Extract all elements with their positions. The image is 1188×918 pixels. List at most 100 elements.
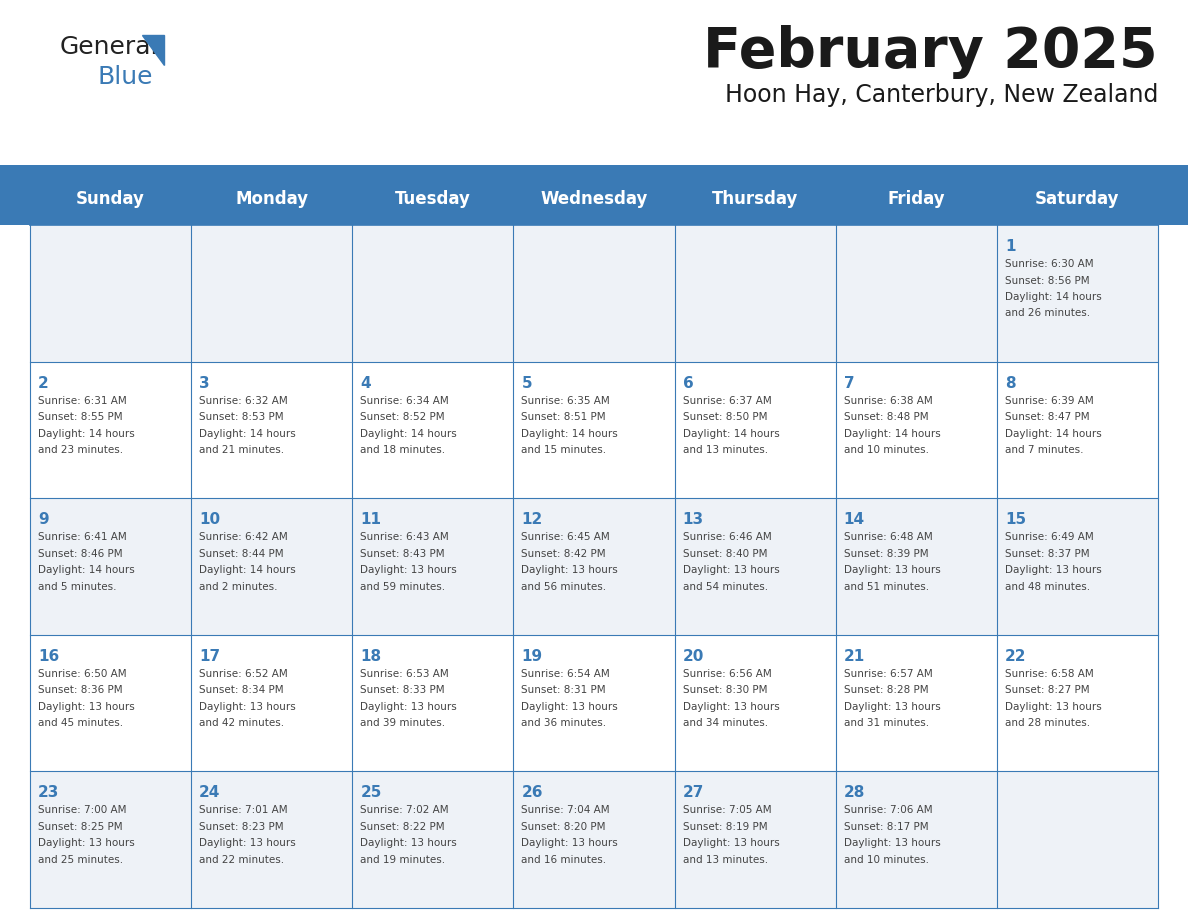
Text: Sunset: 8:40 PM: Sunset: 8:40 PM (683, 549, 767, 559)
Text: Sunrise: 6:49 AM: Sunrise: 6:49 AM (1005, 532, 1094, 543)
Text: Sunrise: 7:02 AM: Sunrise: 7:02 AM (360, 805, 449, 815)
Bar (997, 362, 1158, 498)
Text: and 22 minutes.: and 22 minutes. (200, 855, 284, 865)
Text: Daylight: 14 hours: Daylight: 14 hours (1005, 292, 1101, 302)
Bar (835, 635, 997, 771)
Text: Daylight: 13 hours: Daylight: 13 hours (843, 565, 941, 576)
Text: Sunset: 8:33 PM: Sunset: 8:33 PM (360, 686, 446, 695)
Text: Sunrise: 6:52 AM: Sunrise: 6:52 AM (200, 669, 287, 678)
Text: Sunrise: 7:01 AM: Sunrise: 7:01 AM (200, 805, 287, 815)
Bar (191, 498, 353, 635)
Text: Daylight: 14 hours: Daylight: 14 hours (38, 565, 134, 576)
Text: Daylight: 13 hours: Daylight: 13 hours (200, 838, 296, 848)
Text: Sunset: 8:17 PM: Sunset: 8:17 PM (843, 822, 928, 832)
Text: 1: 1 (1005, 239, 1016, 254)
Bar (835, 498, 997, 635)
Bar (353, 362, 513, 498)
Text: Daylight: 14 hours: Daylight: 14 hours (843, 429, 941, 439)
Text: 23: 23 (38, 786, 59, 800)
Polygon shape (143, 35, 164, 65)
Bar (513, 498, 675, 635)
Text: Sunrise: 6:35 AM: Sunrise: 6:35 AM (522, 396, 611, 406)
Text: Daylight: 13 hours: Daylight: 13 hours (360, 565, 457, 576)
Text: Sunset: 8:23 PM: Sunset: 8:23 PM (200, 822, 284, 832)
Text: Sunrise: 7:04 AM: Sunrise: 7:04 AM (522, 805, 611, 815)
Text: and 36 minutes.: and 36 minutes. (522, 718, 607, 728)
Text: and 19 minutes.: and 19 minutes. (360, 855, 446, 865)
Text: 4: 4 (360, 375, 371, 390)
Text: Sunset: 8:50 PM: Sunset: 8:50 PM (683, 412, 767, 422)
Text: and 7 minutes.: and 7 minutes. (1005, 445, 1083, 455)
Text: Daylight: 13 hours: Daylight: 13 hours (1005, 565, 1101, 576)
Text: Sunset: 8:53 PM: Sunset: 8:53 PM (200, 412, 284, 422)
Bar (835, 362, 997, 498)
Bar (30, 362, 191, 498)
Text: and 28 minutes.: and 28 minutes. (1005, 718, 1089, 728)
Text: General: General (61, 35, 158, 59)
Bar (191, 635, 353, 771)
Text: Daylight: 14 hours: Daylight: 14 hours (683, 429, 779, 439)
Text: Sunset: 8:44 PM: Sunset: 8:44 PM (200, 549, 284, 559)
Text: and 10 minutes.: and 10 minutes. (843, 445, 929, 455)
Bar (191, 771, 353, 908)
Text: and 42 minutes.: and 42 minutes. (200, 718, 284, 728)
Bar (0, 165, 1188, 173)
Text: Friday: Friday (887, 190, 946, 208)
Text: and 26 minutes.: and 26 minutes. (1005, 308, 1089, 319)
Text: Daylight: 13 hours: Daylight: 13 hours (522, 838, 618, 848)
Bar (997, 635, 1158, 771)
Text: Sunset: 8:25 PM: Sunset: 8:25 PM (38, 822, 122, 832)
Text: 3: 3 (200, 375, 210, 390)
Text: Sunrise: 6:58 AM: Sunrise: 6:58 AM (1005, 669, 1094, 678)
Bar (191, 362, 353, 498)
Text: Daylight: 13 hours: Daylight: 13 hours (360, 838, 457, 848)
Text: Sunset: 8:48 PM: Sunset: 8:48 PM (843, 412, 928, 422)
Text: Daylight: 14 hours: Daylight: 14 hours (200, 429, 296, 439)
Bar (353, 498, 513, 635)
Text: Sunrise: 7:06 AM: Sunrise: 7:06 AM (843, 805, 933, 815)
Bar (353, 635, 513, 771)
Text: Saturday: Saturday (1035, 190, 1119, 208)
Bar (0, 173, 1188, 225)
Text: 21: 21 (843, 649, 865, 664)
Text: Sunset: 8:52 PM: Sunset: 8:52 PM (360, 412, 446, 422)
Text: Daylight: 13 hours: Daylight: 13 hours (843, 838, 941, 848)
Bar (675, 498, 835, 635)
Bar (30, 225, 191, 362)
Text: and 34 minutes.: and 34 minutes. (683, 718, 767, 728)
Text: Sunset: 8:42 PM: Sunset: 8:42 PM (522, 549, 606, 559)
Bar (513, 225, 675, 362)
Text: and 51 minutes.: and 51 minutes. (843, 582, 929, 592)
Text: 5: 5 (522, 375, 532, 390)
Text: and 56 minutes.: and 56 minutes. (522, 582, 607, 592)
Text: and 59 minutes.: and 59 minutes. (360, 582, 446, 592)
Text: Sunrise: 7:05 AM: Sunrise: 7:05 AM (683, 805, 771, 815)
Bar (30, 498, 191, 635)
Text: and 25 minutes.: and 25 minutes. (38, 855, 124, 865)
Text: and 23 minutes.: and 23 minutes. (38, 445, 124, 455)
Text: 16: 16 (38, 649, 59, 664)
Text: and 54 minutes.: and 54 minutes. (683, 582, 767, 592)
Text: Sunrise: 6:34 AM: Sunrise: 6:34 AM (360, 396, 449, 406)
Text: Daylight: 13 hours: Daylight: 13 hours (843, 701, 941, 711)
Text: Thursday: Thursday (712, 190, 798, 208)
Text: 12: 12 (522, 512, 543, 527)
Text: 22: 22 (1005, 649, 1026, 664)
Text: Sunrise: 6:37 AM: Sunrise: 6:37 AM (683, 396, 771, 406)
Text: Sunrise: 6:56 AM: Sunrise: 6:56 AM (683, 669, 771, 678)
Text: Sunset: 8:51 PM: Sunset: 8:51 PM (522, 412, 606, 422)
Text: Daylight: 13 hours: Daylight: 13 hours (683, 565, 779, 576)
Text: Sunrise: 6:45 AM: Sunrise: 6:45 AM (522, 532, 611, 543)
Text: 25: 25 (360, 786, 381, 800)
Text: and 16 minutes.: and 16 minutes. (522, 855, 607, 865)
Bar (191, 225, 353, 362)
Text: Sunrise: 6:32 AM: Sunrise: 6:32 AM (200, 396, 287, 406)
Text: and 21 minutes.: and 21 minutes. (200, 445, 284, 455)
Text: 2: 2 (38, 375, 49, 390)
Text: Sunset: 8:39 PM: Sunset: 8:39 PM (843, 549, 928, 559)
Text: Daylight: 13 hours: Daylight: 13 hours (1005, 701, 1101, 711)
Text: Sunrise: 6:53 AM: Sunrise: 6:53 AM (360, 669, 449, 678)
Bar (30, 771, 191, 908)
Bar (513, 362, 675, 498)
Text: 24: 24 (200, 786, 221, 800)
